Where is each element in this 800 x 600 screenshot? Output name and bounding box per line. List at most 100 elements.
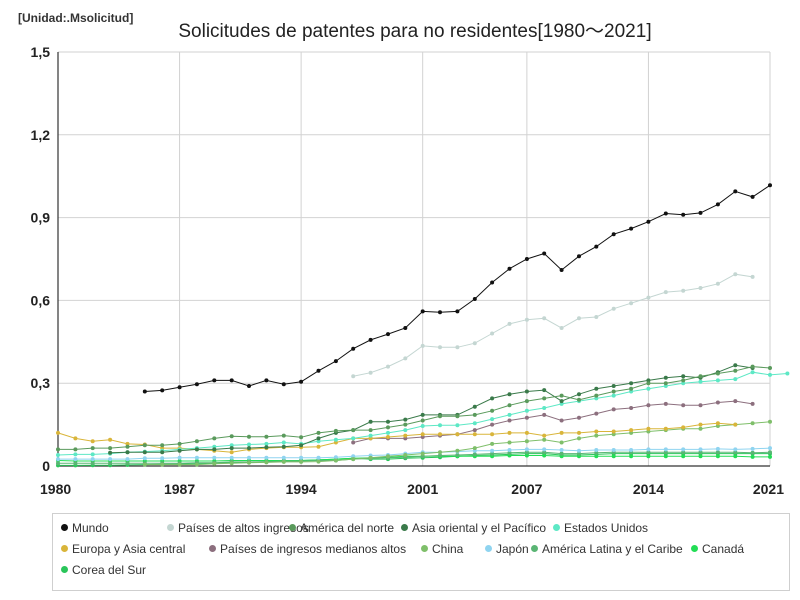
data-point <box>542 437 547 442</box>
data-point <box>577 397 581 402</box>
data-point <box>750 364 755 369</box>
data-point <box>368 419 373 424</box>
data-point <box>715 371 720 376</box>
data-point <box>299 379 304 384</box>
series-line <box>353 400 753 443</box>
data-point <box>108 437 113 442</box>
data-point <box>333 455 338 460</box>
series-line <box>58 451 771 464</box>
data-point <box>108 461 113 466</box>
data-point <box>698 403 703 408</box>
data-point <box>594 396 599 401</box>
data-point <box>733 454 738 459</box>
data-point <box>629 406 634 410</box>
data-point <box>715 202 720 207</box>
data-point <box>386 425 390 430</box>
legend-label: Mundo <box>72 520 109 535</box>
data-point <box>316 455 321 460</box>
data-point <box>490 408 495 413</box>
data-point <box>733 399 738 404</box>
data-point <box>698 454 703 459</box>
data-point <box>629 301 634 306</box>
data-point <box>542 396 547 401</box>
data-point <box>629 454 634 459</box>
data-point <box>768 454 772 459</box>
data-point <box>577 415 581 420</box>
data-point <box>681 403 686 408</box>
data-point <box>142 450 147 455</box>
data-point <box>247 446 251 451</box>
data-point <box>194 455 199 460</box>
data-point <box>507 418 512 423</box>
data-point <box>733 363 738 368</box>
data-point <box>663 381 668 386</box>
data-point <box>507 450 512 455</box>
data-point <box>559 448 564 452</box>
data-point <box>281 444 286 449</box>
data-point <box>56 461 60 466</box>
data-point <box>524 447 529 452</box>
data-point <box>663 426 668 431</box>
tick-labels: 0 0,3 0,6 0,9 1,2 1,5 1980 1987 1994 2001 2007 2014… <box>31 44 785 497</box>
data-point <box>403 436 408 441</box>
data-point <box>507 403 512 408</box>
data-point <box>368 428 373 433</box>
chart-title: Solicitudes de patentes para no resident… <box>178 21 652 42</box>
data-point <box>715 421 720 426</box>
data-point <box>524 257 529 261</box>
data-point <box>733 377 738 382</box>
data-point <box>698 426 703 431</box>
series-line <box>57 422 736 453</box>
data-point <box>507 412 512 417</box>
data-point <box>56 430 60 435</box>
data-point <box>594 411 599 416</box>
data-point <box>750 274 755 279</box>
y-tick-label: 0,9 <box>31 210 51 226</box>
data-point <box>455 453 460 457</box>
data-point <box>455 345 460 350</box>
data-point <box>438 345 442 350</box>
data-point <box>663 447 668 452</box>
data-point <box>646 403 651 408</box>
legend-swatch <box>553 524 560 532</box>
legend-item: América del norte <box>289 520 394 535</box>
data-point <box>386 419 390 424</box>
data-point <box>56 457 60 462</box>
data-point <box>177 448 182 453</box>
data-point <box>507 392 512 397</box>
data-point <box>663 384 668 388</box>
data-point <box>577 254 581 259</box>
data-point <box>56 453 60 457</box>
data-point <box>351 436 356 441</box>
data-point <box>646 454 651 459</box>
series-line <box>58 366 771 450</box>
data-point <box>194 462 199 467</box>
data-point <box>403 453 408 457</box>
legend-item: Países de ingresos medianos altos <box>209 541 406 556</box>
data-point <box>386 435 390 439</box>
data-point <box>386 454 390 459</box>
legend-item: Corea del Sur <box>61 562 146 577</box>
data-point <box>455 423 460 428</box>
data-point <box>472 428 477 433</box>
legend-item: Estados Unidos <box>553 520 648 535</box>
data-point <box>611 389 616 394</box>
data-point <box>455 432 460 437</box>
data-point <box>542 251 547 256</box>
data-point <box>663 454 668 459</box>
data-point <box>142 443 147 448</box>
data-point <box>264 378 269 383</box>
series-line <box>353 273 753 377</box>
data-point <box>90 452 95 457</box>
line-chart: 0 0,3 0,6 0,9 1,2 1,5 1980 1987 1994 2001 2007 2014… <box>31 44 790 497</box>
series-0 <box>142 183 772 394</box>
legend-label: Corea del Sur <box>72 562 147 577</box>
data-point <box>715 400 720 405</box>
data-point <box>646 378 651 383</box>
data-point <box>698 447 703 452</box>
data-point <box>490 432 495 437</box>
data-point <box>559 399 564 404</box>
data-point <box>264 434 269 439</box>
data-point <box>750 194 755 199</box>
data-point <box>299 455 304 460</box>
